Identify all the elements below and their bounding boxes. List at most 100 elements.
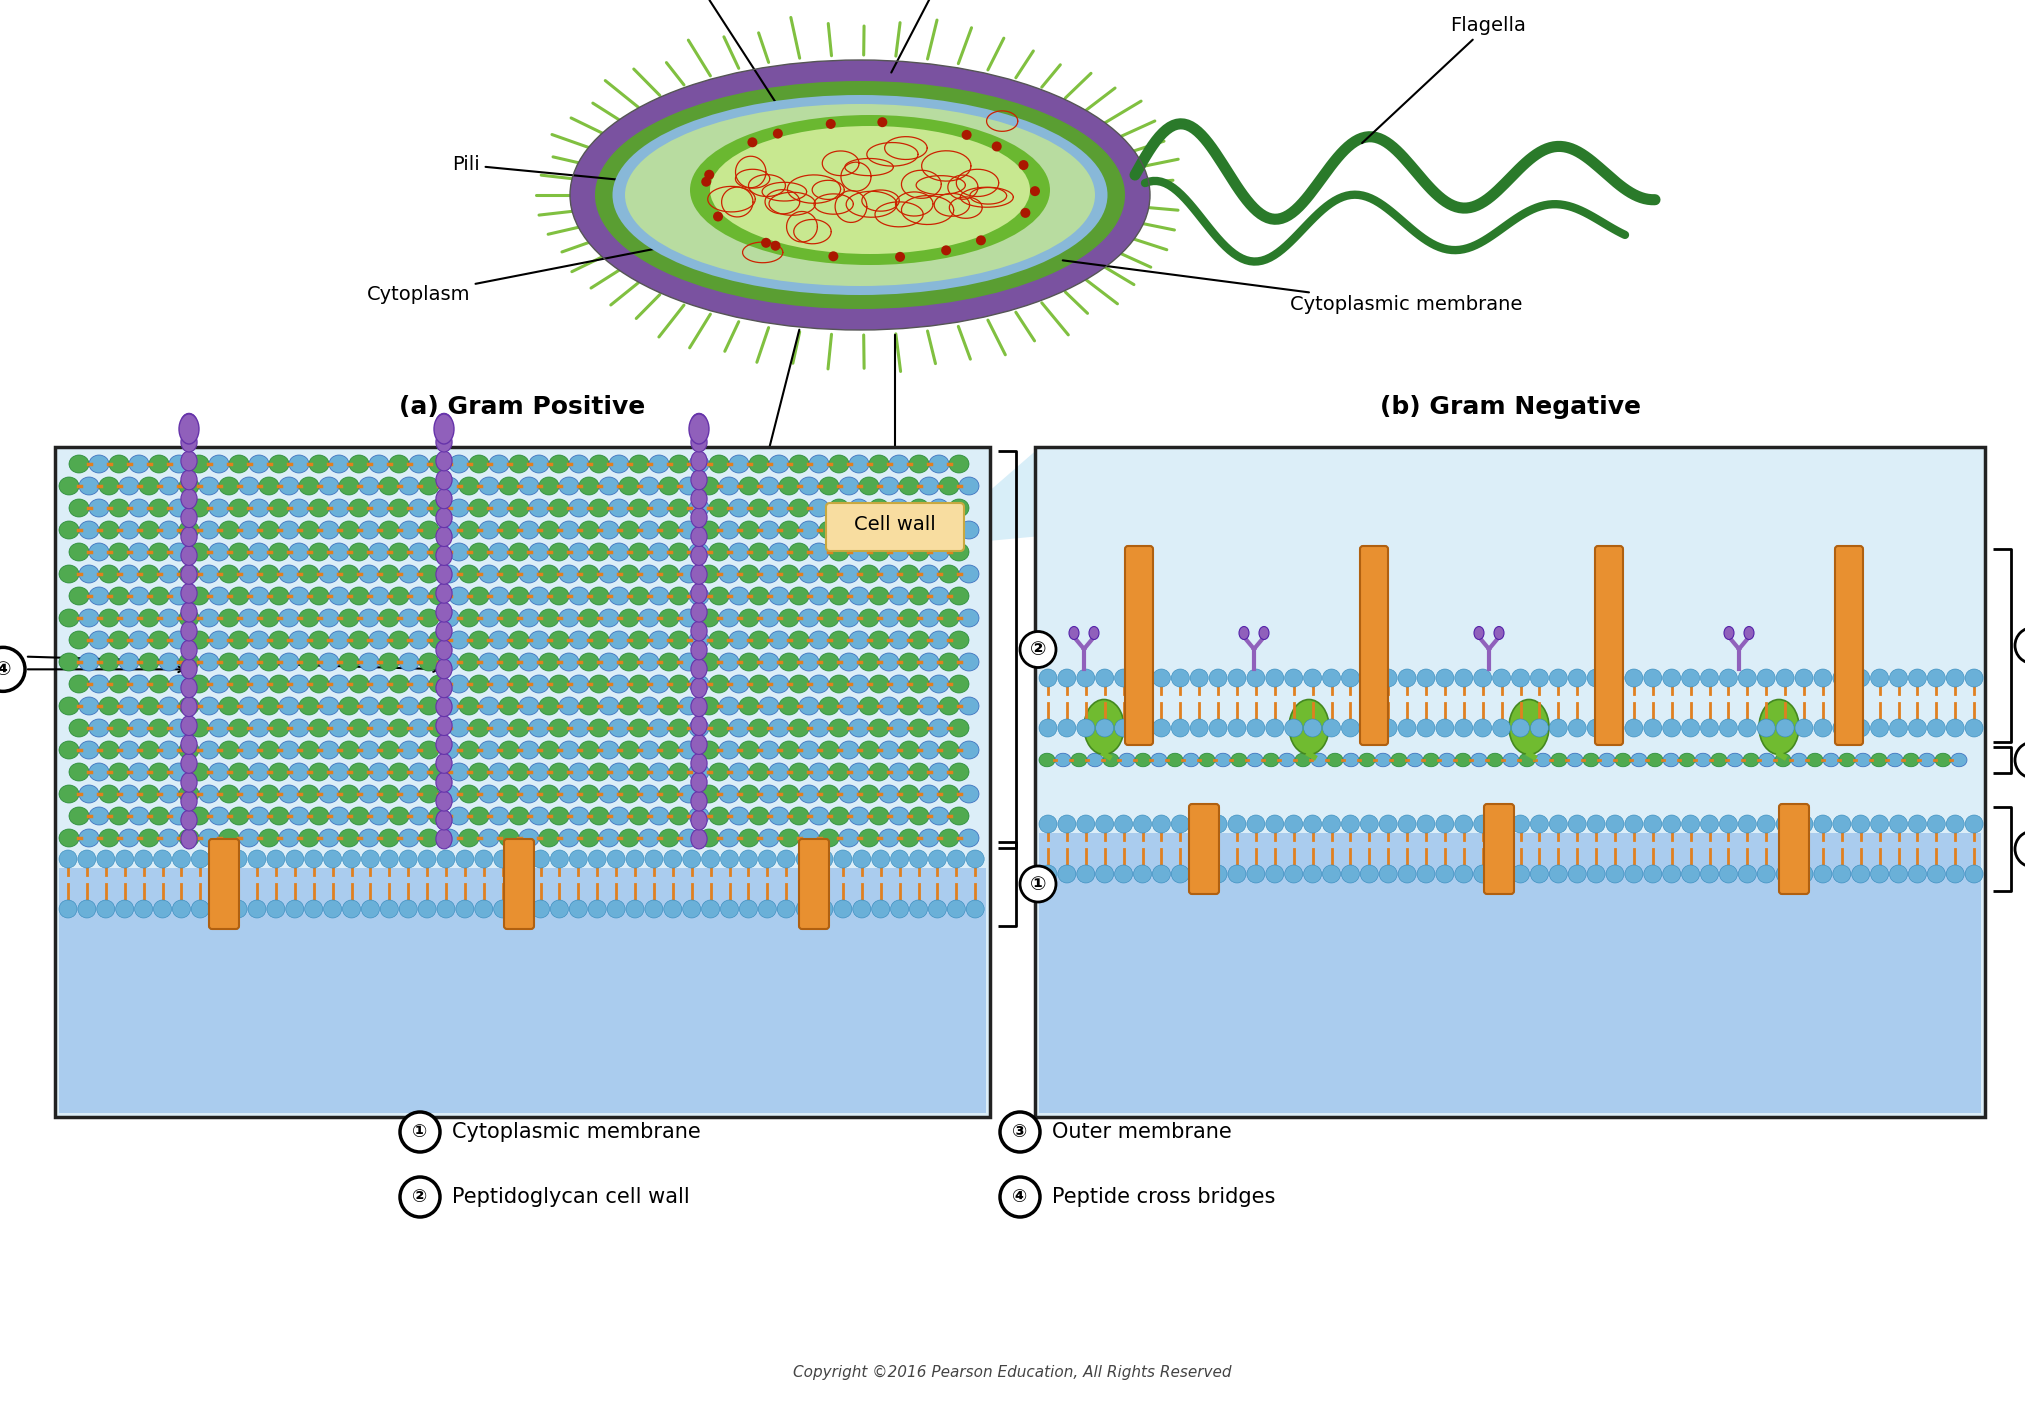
Ellipse shape	[691, 508, 707, 528]
Text: ①: ①	[1031, 875, 1047, 893]
Ellipse shape	[678, 609, 699, 626]
Ellipse shape	[219, 654, 239, 671]
Ellipse shape	[1588, 719, 1606, 736]
Ellipse shape	[569, 900, 587, 918]
Ellipse shape	[770, 631, 790, 649]
Ellipse shape	[399, 654, 419, 671]
Ellipse shape	[838, 565, 859, 584]
Ellipse shape	[435, 678, 452, 698]
Ellipse shape	[389, 808, 409, 825]
Ellipse shape	[929, 499, 950, 517]
Ellipse shape	[579, 696, 599, 715]
Ellipse shape	[869, 544, 889, 561]
Ellipse shape	[691, 659, 707, 679]
Ellipse shape	[709, 675, 729, 694]
Ellipse shape	[429, 763, 450, 781]
Ellipse shape	[599, 565, 620, 584]
Ellipse shape	[658, 654, 678, 671]
Ellipse shape	[810, 763, 828, 781]
Ellipse shape	[790, 544, 810, 561]
Ellipse shape	[470, 675, 488, 694]
Ellipse shape	[719, 477, 739, 495]
Ellipse shape	[658, 829, 678, 848]
Ellipse shape	[180, 584, 196, 604]
Circle shape	[701, 177, 711, 187]
Ellipse shape	[559, 696, 579, 715]
Ellipse shape	[790, 808, 810, 825]
Ellipse shape	[828, 631, 848, 649]
Ellipse shape	[899, 477, 919, 495]
Ellipse shape	[310, 499, 328, 517]
Ellipse shape	[818, 654, 838, 671]
Ellipse shape	[381, 850, 399, 868]
Ellipse shape	[1209, 719, 1227, 736]
Ellipse shape	[559, 609, 579, 626]
Ellipse shape	[688, 499, 709, 517]
Ellipse shape	[512, 900, 531, 918]
Ellipse shape	[759, 477, 780, 495]
Ellipse shape	[1418, 865, 1436, 883]
Ellipse shape	[1663, 719, 1681, 736]
Ellipse shape	[1492, 865, 1511, 883]
Ellipse shape	[320, 696, 338, 715]
Ellipse shape	[589, 808, 610, 825]
Ellipse shape	[150, 586, 168, 605]
Ellipse shape	[927, 850, 946, 868]
Ellipse shape	[180, 772, 196, 792]
Ellipse shape	[69, 631, 89, 649]
Ellipse shape	[180, 678, 196, 698]
Ellipse shape	[950, 544, 970, 561]
Ellipse shape	[909, 631, 929, 649]
Ellipse shape	[249, 675, 269, 694]
Ellipse shape	[399, 785, 419, 803]
Ellipse shape	[399, 477, 419, 495]
Ellipse shape	[134, 900, 152, 918]
Ellipse shape	[630, 808, 648, 825]
Ellipse shape	[559, 654, 579, 671]
Ellipse shape	[739, 785, 759, 803]
Ellipse shape	[620, 565, 640, 584]
Ellipse shape	[1549, 815, 1567, 833]
Ellipse shape	[1191, 669, 1209, 686]
Ellipse shape	[99, 696, 119, 715]
Ellipse shape	[749, 808, 770, 825]
Ellipse shape	[589, 586, 610, 605]
Ellipse shape	[848, 763, 869, 781]
Ellipse shape	[518, 609, 539, 626]
Ellipse shape	[389, 763, 409, 781]
Ellipse shape	[269, 719, 290, 736]
Ellipse shape	[69, 675, 89, 694]
FancyBboxPatch shape	[209, 839, 239, 929]
Ellipse shape	[950, 763, 970, 781]
Ellipse shape	[848, 499, 869, 517]
Circle shape	[2015, 742, 2025, 778]
Ellipse shape	[358, 741, 379, 759]
Ellipse shape	[780, 477, 800, 495]
Ellipse shape	[219, 521, 239, 539]
Ellipse shape	[470, 455, 488, 472]
Ellipse shape	[140, 609, 160, 626]
Ellipse shape	[1096, 719, 1114, 736]
Polygon shape	[925, 447, 1980, 547]
Ellipse shape	[960, 521, 978, 539]
Ellipse shape	[678, 565, 699, 584]
Ellipse shape	[640, 785, 658, 803]
Ellipse shape	[1549, 669, 1567, 686]
Ellipse shape	[435, 811, 452, 831]
Ellipse shape	[810, 586, 828, 605]
Ellipse shape	[838, 477, 859, 495]
Text: ④: ④	[0, 659, 12, 679]
Ellipse shape	[1183, 753, 1199, 766]
Ellipse shape	[818, 741, 838, 759]
Circle shape	[2015, 628, 2025, 664]
Ellipse shape	[249, 499, 269, 517]
Ellipse shape	[569, 499, 589, 517]
Ellipse shape	[658, 477, 678, 495]
Ellipse shape	[529, 808, 549, 825]
Ellipse shape	[188, 499, 209, 517]
Ellipse shape	[778, 850, 796, 868]
Ellipse shape	[1588, 669, 1606, 686]
Ellipse shape	[790, 763, 810, 781]
Ellipse shape	[668, 675, 688, 694]
Ellipse shape	[869, 675, 889, 694]
